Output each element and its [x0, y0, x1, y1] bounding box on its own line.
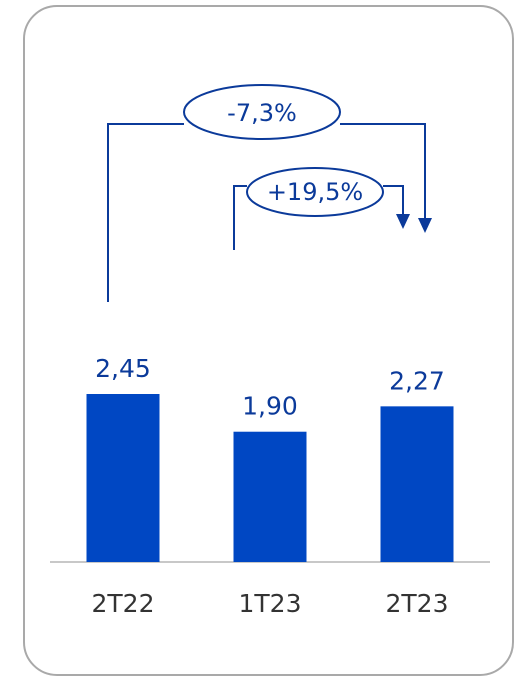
change-badge-2t22-2t23: [183, 84, 341, 140]
arrowhead-2t23-outer: [418, 218, 432, 233]
change-label-1t23-2t23: +19,5%: [267, 178, 363, 206]
value-label-group: 2,45 1,90 2,27: [95, 354, 445, 421]
change-label-2t22-2t23: -7,3%: [227, 99, 297, 127]
category-label-2t23: 2T23: [386, 589, 449, 618]
change-bracket-2t22-2t23: [107, 123, 426, 302]
value-label-2t22: 2,45: [95, 354, 151, 383]
arrowhead-2t23-inner: [396, 214, 410, 229]
value-label-2t23: 2,27: [389, 366, 445, 395]
value-label-1t23: 1,90: [242, 392, 298, 421]
category-label-2t22: 2T22: [92, 589, 155, 618]
category-label-group: 2T22 1T23 2T23: [92, 589, 449, 618]
category-label-1t23: 1T23: [239, 589, 302, 618]
bar-1t23: [233, 431, 307, 562]
change-bracket-1t23-2t23: [233, 185, 404, 250]
bar-2t23: [380, 406, 454, 562]
bar-2t22: [86, 394, 160, 562]
change-annotation-group: -7,3% +19,5%: [107, 84, 432, 302]
change-badge-1t23-2t23: [246, 167, 384, 217]
bar-group: [86, 394, 454, 562]
